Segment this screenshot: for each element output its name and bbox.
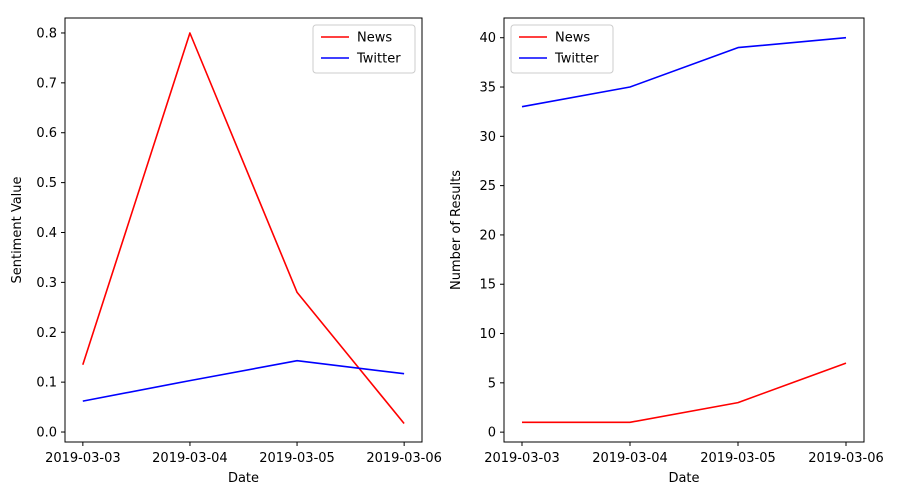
y-tick-label: 0.5 bbox=[36, 176, 57, 191]
y-tick-label: 0.0 bbox=[36, 426, 57, 441]
legend-twitter-label: Twitter bbox=[554, 52, 599, 67]
y-tick-label: 0.1 bbox=[36, 376, 57, 391]
x-tick-label: 2019-03-06 bbox=[366, 451, 442, 466]
y-axis-label: Number of Results bbox=[449, 170, 464, 290]
legend-news-label: News bbox=[357, 31, 392, 46]
y-tick-label: 35 bbox=[479, 81, 496, 96]
y-tick-label: 0.3 bbox=[36, 276, 57, 291]
twitter-series-line bbox=[521, 36, 847, 108]
results-count-chart: 2019-03-03 2019-03-04 2019-03-05 2019-03-06… bbox=[449, 17, 884, 486]
y-tick-label: 0.4 bbox=[36, 226, 57, 241]
x-axis-label: Date bbox=[228, 471, 259, 486]
y-tick-label: 5 bbox=[488, 376, 496, 391]
sentiment-chart: 2019-03-03 2019-03-04 2019-03-05 2019-03-06… bbox=[10, 17, 442, 486]
news-series-line bbox=[522, 362, 847, 424]
legend-twitter-label: Twitter bbox=[356, 52, 401, 67]
y-tick-label: 0.7 bbox=[36, 76, 57, 91]
y-tick-label: 25 bbox=[479, 179, 496, 194]
x-tick-label: 2019-03-03 bbox=[45, 451, 121, 466]
legend-news-label: News bbox=[555, 31, 590, 46]
x-tick-label: 2019-03-03 bbox=[484, 451, 560, 466]
x-tick-label: 2019-03-05 bbox=[700, 451, 776, 466]
y-tick-label: 15 bbox=[479, 278, 496, 293]
x-axis-label: Date bbox=[668, 471, 699, 486]
y-tick-label: 0 bbox=[488, 426, 496, 441]
x-tick-label: 2019-03-04 bbox=[592, 451, 668, 466]
y-tick-label: 10 bbox=[479, 327, 496, 342]
news-series-line bbox=[82, 32, 405, 425]
x-tick-label: 2019-03-05 bbox=[259, 451, 335, 466]
y-axis-label: Sentiment Value bbox=[10, 176, 25, 283]
y-tick-label: 0.6 bbox=[36, 126, 57, 141]
y-tick-label: 20 bbox=[479, 228, 496, 243]
x-tick-label: 2019-03-04 bbox=[152, 451, 228, 466]
y-tick-label: 0.2 bbox=[36, 326, 57, 341]
y-tick-label: 0.8 bbox=[36, 26, 57, 41]
y-tick-label: 30 bbox=[479, 130, 496, 145]
plot-frame bbox=[64, 17, 423, 443]
y-tick-label: 40 bbox=[479, 31, 496, 46]
plot-frame bbox=[503, 17, 865, 443]
twitter-series-line bbox=[82, 359, 405, 402]
x-tick-label: 2019-03-06 bbox=[808, 451, 884, 466]
